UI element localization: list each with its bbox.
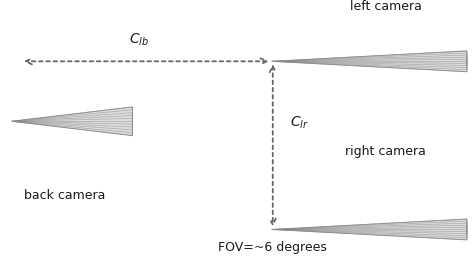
- Text: left camera: left camera: [350, 0, 421, 13]
- Polygon shape: [272, 51, 467, 72]
- Text: FOV=~6 degrees: FOV=~6 degrees: [219, 241, 327, 254]
- Text: $C_{lb}$: $C_{lb}$: [129, 32, 149, 48]
- Polygon shape: [272, 219, 467, 240]
- Text: $C_{lr}$: $C_{lr}$: [291, 114, 310, 131]
- Text: right camera: right camera: [345, 145, 426, 158]
- Polygon shape: [12, 107, 132, 136]
- Text: back camera: back camera: [25, 189, 106, 202]
